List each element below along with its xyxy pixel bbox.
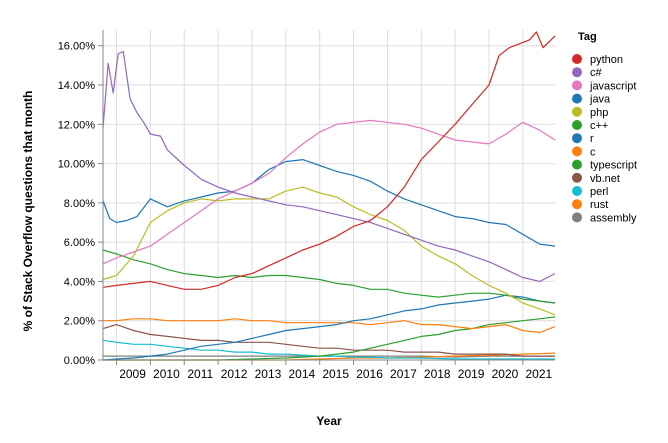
y-tick-label: 4.00% — [64, 276, 95, 288]
series-line-perl — [102, 339, 555, 360]
x-tick-label: 2016 — [356, 367, 383, 381]
series-line-r — [102, 294, 556, 361]
legend-swatch-r — [572, 133, 582, 144]
legend-label-javascript: javascript — [589, 80, 636, 92]
legend-swatch-php — [572, 106, 582, 117]
legend-label-java: java — [589, 94, 611, 106]
legend-swatch-perl — [572, 186, 582, 196]
series-line-c- — [102, 51, 556, 282]
x-tick-label: 2014 — [288, 367, 315, 381]
series-line-java — [102, 159, 556, 247]
x-tick-label: 2015 — [322, 367, 349, 381]
y-tick-label: 10.00% — [58, 159, 96, 171]
y-tick-label: 2.00% — [64, 316, 95, 328]
legend-swatch-rust — [572, 199, 582, 210]
x-tick-label: 2009 — [119, 367, 146, 381]
series-line-javascript — [102, 119, 556, 265]
y-axis-label: % of Stack Overflow questions that month — [21, 91, 35, 332]
legend-label-rust: rust — [590, 199, 608, 211]
legend-label-c-: c# — [590, 67, 603, 79]
legend-swatch-java — [572, 93, 582, 104]
series-line-c- — [102, 249, 556, 304]
x-tick-label: 2017 — [390, 367, 417, 381]
legend-label-c: c — [590, 146, 596, 158]
legend-swatch-python — [572, 54, 582, 64]
legend-label-r: r — [590, 133, 594, 145]
legend-swatch-c- — [572, 120, 582, 130]
legend-swatch-c — [572, 146, 582, 157]
axes: 0.00% 2.00% 4.00% 6.00% 8.00% 10.00% 12.00% 14.… — [58, 30, 555, 381]
x-tick-label: 2021 — [525, 367, 552, 381]
y-tick-label: 8.00% — [64, 198, 95, 210]
legend-title: Tag — [578, 31, 597, 43]
x-tick-label: 2013 — [255, 367, 282, 381]
legend-swatch-assembly — [572, 212, 582, 223]
legend-swatch-javascript — [572, 80, 582, 91]
x-tick-label: 2010 — [153, 367, 180, 381]
legend-swatch-c- — [572, 67, 582, 78]
y-tick-label: 16.00% — [58, 41, 96, 53]
series-line-typescript — [103, 316, 556, 361]
x-tick-label: 2020 — [492, 367, 519, 381]
series-line-assembly — [103, 355, 555, 358]
legend-label-typescript: typescript — [590, 160, 637, 172]
legend-swatch-vb-net — [572, 172, 582, 183]
x-tick-label: 2011 — [187, 367, 213, 381]
legend-label-assembly: assembly — [590, 212, 637, 224]
x-tick-label: 2019 — [458, 367, 485, 381]
x-tick-label: 2018 — [424, 367, 451, 381]
y-tick-label: 12.00% — [58, 119, 96, 131]
legend-label-c-: c++ — [590, 120, 608, 132]
y-tick-label: 14.00% — [58, 80, 96, 92]
series-line-c — [103, 318, 556, 334]
legend-swatch-typescript — [572, 159, 582, 170]
grid — [103, 30, 555, 361]
legend-label-python: python — [590, 54, 623, 66]
legend-label-perl: perl — [590, 186, 608, 198]
series-line-vb-net — [102, 324, 555, 357]
legend-label-vb-net: vb.net — [590, 173, 620, 185]
y-tick-label: 0.00% — [64, 355, 95, 367]
series-line-php — [102, 186, 556, 316]
legend-label-php: php — [590, 107, 608, 119]
y-tick-label: 6.00% — [64, 237, 95, 249]
series-line-python — [102, 31, 556, 290]
x-axis-label: Year — [316, 414, 342, 428]
x-tick-label: 2012 — [221, 367, 248, 381]
